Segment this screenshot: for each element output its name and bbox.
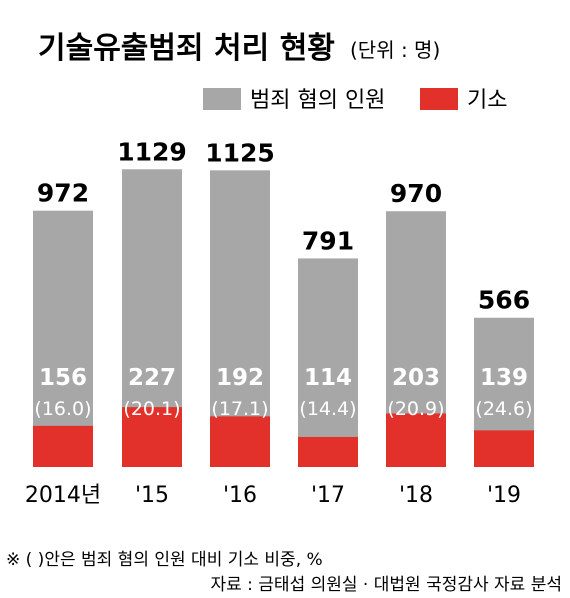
bar-indicted-0 [33,425,93,467]
label-indicted-share-2: (17.1) [211,398,268,420]
label-suspects-0: 972 [37,179,89,208]
legend-label-indicted: 기소 [467,88,507,113]
label-suspects-2: 1125 [205,138,275,167]
x-tick-3: '17 [311,483,345,508]
legend-swatch-indicted [420,88,458,110]
x-tick-5: '19 [487,483,521,508]
legend-swatch-suspects [203,88,241,110]
bar-indicted-3 [298,436,358,467]
label-indicted-share-3: (14.4) [299,398,356,420]
label-indicted-2: 192 [216,365,264,391]
x-tick-0: 2014년 [25,483,101,508]
label-indicted-share-0: (16.0) [34,398,91,420]
x-tick-2: '16 [223,483,257,508]
bar-suspects-3 [298,258,358,467]
bar-indicted-5 [474,430,534,467]
footnote: ※ ( )안은 범죄 혐의 인원 대비 기소 비중, % [6,550,323,570]
chart-unit: (단위 : 명) [350,38,440,62]
bar-indicted-4 [386,413,446,467]
label-indicted-share-1: (20.1) [123,398,180,420]
x-tick-4: '18 [399,483,433,508]
label-indicted-0: 156 [39,365,87,391]
label-indicted-4: 203 [392,365,440,391]
bar-suspects-0 [33,210,93,467]
label-suspects-5: 566 [478,286,530,315]
label-indicted-3: 114 [304,365,352,391]
bar-indicted-1 [122,407,182,467]
legend-label-suspects: 범죄 혐의 인원 [250,88,385,113]
label-suspects-4: 970 [390,179,442,208]
label-indicted-1: 227 [128,365,176,391]
bar-indicted-2 [210,416,270,467]
label-suspects-1: 1129 [117,137,187,166]
chart-title: 기술유출범죄 처리 현황 [38,31,335,66]
label-indicted-5: 139 [480,365,528,391]
x-tick-1: '15 [135,483,169,508]
label-indicted-share-5: (24.6) [475,398,532,420]
source-note: 자료 : 금태섭 의원실 · 대법원 국정감사 자료 분석 [210,575,562,595]
label-suspects-3: 791 [302,226,354,255]
label-indicted-share-4: (20.9) [387,398,444,420]
